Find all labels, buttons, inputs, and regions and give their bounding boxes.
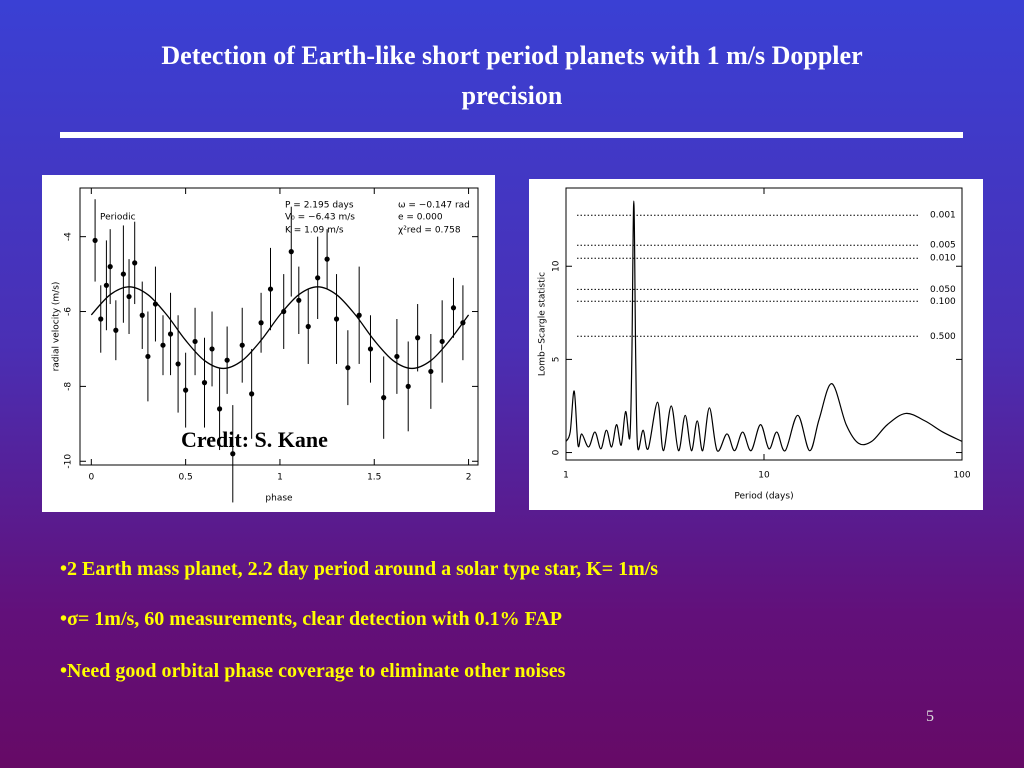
fit-curve — [90, 286, 470, 370]
data-point — [113, 327, 119, 333]
bullet: •2 Earth mass planet, 2.2 day period aro… — [60, 558, 659, 580]
data-point — [92, 237, 98, 244]
data-point — [305, 323, 311, 330]
annotation: P = 2.195 days — [285, 201, 354, 211]
x-tick-label: 0 — [88, 473, 94, 483]
data-point — [209, 346, 215, 352]
x-tick-label: 0.5 — [178, 473, 192, 483]
data-point — [381, 395, 387, 401]
data-point — [296, 297, 302, 303]
annotation: V₀ = −6.43 m/s — [285, 213, 355, 223]
data-point — [192, 338, 198, 345]
x-tick-label: 1 — [563, 471, 569, 481]
data-point — [267, 286, 274, 292]
x-tick-label: 100 — [953, 471, 970, 481]
data-point — [103, 282, 110, 288]
periodogram-chart: 1 10 100 0 5 10 Period (days) Lomb−Scargle stat… — [529, 179, 983, 510]
data-point — [175, 361, 181, 367]
x-tick-label: 2 — [466, 473, 472, 483]
annotation: Periodic — [100, 213, 136, 223]
y-axis-label: Lomb−Scargle statistic — [538, 272, 548, 376]
data-point — [139, 312, 145, 318]
data-point — [439, 338, 445, 345]
data-point — [126, 293, 132, 300]
annotation: ω = −0.147 rad — [398, 201, 470, 211]
data-point — [288, 249, 294, 255]
data-point — [132, 260, 138, 266]
data-point — [249, 391, 255, 397]
data-point — [167, 331, 174, 337]
fap-label: 0.010 — [930, 254, 956, 264]
data-point — [239, 342, 245, 348]
y-tick-label: 0 — [552, 449, 562, 455]
x-tick-label: 1 — [277, 473, 283, 483]
data-point — [258, 320, 264, 326]
data-point — [415, 335, 421, 341]
plot-frame — [565, 187, 963, 461]
data-point — [201, 380, 208, 386]
fap-label: 0.050 — [930, 285, 956, 295]
y-tick-label: 5 — [552, 357, 562, 363]
data-point — [230, 451, 236, 457]
x-tick-label: 1.5 — [367, 473, 381, 483]
data-point — [428, 368, 434, 375]
credit: Credit: S. Kane — [181, 427, 328, 452]
x-axis-label: Period (days) — [734, 492, 793, 502]
data-point — [333, 316, 340, 322]
y-tick-label: -6 — [64, 307, 74, 316]
data-point — [160, 342, 166, 348]
fap-label: 0.001 — [930, 211, 956, 221]
data-point — [315, 275, 321, 281]
x-axis-label: phase — [265, 494, 293, 504]
data-point — [145, 353, 151, 360]
fap-label: 0.500 — [930, 332, 956, 342]
title-rule — [60, 132, 963, 138]
data-point — [183, 387, 189, 393]
plot-frame — [79, 187, 479, 466]
rv-chart: 0 0.5 1 1.5 2 -4 -6 -8 -10 phase radial velocity (… — [42, 175, 495, 512]
data-point — [216, 406, 223, 412]
annotation: K = 1.09 m/s — [285, 226, 344, 236]
page-number: 5 — [926, 708, 934, 725]
y-tick-label: -10 — [64, 454, 74, 469]
y-tick-label: 10 — [552, 260, 562, 272]
y-axis-label: radial velocity (m/s) — [52, 282, 62, 372]
data-point — [450, 305, 457, 311]
data-point — [120, 271, 126, 277]
data-point — [394, 353, 400, 360]
data-point — [345, 365, 351, 371]
data-point — [98, 316, 104, 322]
fap-label: 0.100 — [930, 297, 956, 307]
fap-label: 0.005 — [930, 241, 956, 251]
data-point — [107, 264, 113, 270]
y-tick-label: -4 — [64, 232, 74, 241]
bullet: •Need good orbital phase coverage to eli… — [60, 660, 566, 682]
slide-title: Detection of Earth-like short period pla… — [161, 41, 863, 110]
annotation: χ²red = 0.758 — [398, 226, 461, 236]
annotation: e = 0.000 — [398, 213, 443, 223]
x-tick-label: 10 — [758, 471, 770, 481]
data-point — [224, 357, 230, 363]
periodogram-line — [565, 200, 963, 452]
data-point — [356, 312, 362, 318]
data-point — [405, 383, 411, 389]
data-point — [324, 256, 330, 262]
y-tick-label: -8 — [64, 382, 74, 391]
bullet: •σ= 1m/s, 60 measurements, clear detecti… — [60, 608, 562, 630]
data-point — [367, 346, 374, 352]
